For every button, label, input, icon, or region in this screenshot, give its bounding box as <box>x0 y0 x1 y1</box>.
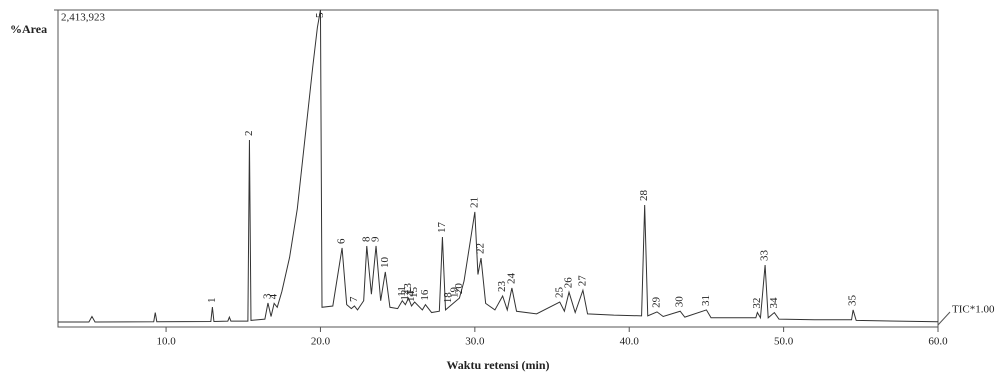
peak-label: 32 <box>751 298 763 309</box>
x-tick-label: 40.0 <box>620 336 640 348</box>
peak-label: 35 <box>847 294 859 306</box>
x-tick-label: 10.0 <box>156 336 176 348</box>
peak-label: 4 <box>268 293 280 299</box>
peak-label: 16 <box>419 289 431 301</box>
peak-label: 23 <box>496 281 508 293</box>
annotation-leader <box>937 311 951 326</box>
chromatogram-line <box>58 9 939 323</box>
peak-label: 31 <box>700 295 712 306</box>
peak-label: 19 <box>448 287 460 299</box>
peak-label: 14 <box>405 290 417 302</box>
peak-label: 33 <box>759 250 771 262</box>
x-tick-label: 50.0 <box>774 336 794 348</box>
y-axis-label: %Area <box>10 22 47 36</box>
peak-label: 20 <box>453 283 465 295</box>
peak-label: 30 <box>674 296 686 308</box>
peak-label: 7 <box>348 296 360 302</box>
plot-frame <box>57 9 939 328</box>
peak-label: 24 <box>505 272 517 284</box>
peak-label: 25 <box>553 287 565 299</box>
peak-label: 29 <box>651 296 663 308</box>
peak-label: 26 <box>563 277 575 289</box>
peak-label: 27 <box>576 275 588 287</box>
x-tick-label: 20.0 <box>311 336 331 348</box>
peak-label: 15 <box>408 287 420 299</box>
peak-label: 1 <box>206 298 218 304</box>
peak-label: 6 <box>336 238 348 244</box>
peak-label: 5 <box>314 12 326 18</box>
peak-label: 8 <box>360 236 372 242</box>
x-axis-label: Waktu retensi (min) <box>446 358 549 372</box>
peak-label: 17 <box>436 222 448 234</box>
x-tick-label: 30.0 <box>465 336 485 348</box>
peak-label: 28 <box>638 190 650 202</box>
y-tick-label: 2,413,923 <box>61 12 106 24</box>
peak-label: 11 <box>396 286 408 297</box>
annotation: TIC*1.00 <box>952 304 995 316</box>
peak-label: 34 <box>768 297 780 309</box>
peak-label: 22 <box>475 243 487 254</box>
x-tick-label: 60.0 <box>928 336 948 348</box>
peak-label: 12 <box>399 290 411 301</box>
peak-label: 18 <box>442 292 454 304</box>
peak-label: 10 <box>379 256 391 268</box>
peak-label: 2 <box>243 130 255 136</box>
peak-label: 9 <box>370 236 382 242</box>
peak-label: 13 <box>402 283 414 295</box>
peak-label: 21 <box>468 197 480 208</box>
peak-label: 3 <box>261 293 273 299</box>
